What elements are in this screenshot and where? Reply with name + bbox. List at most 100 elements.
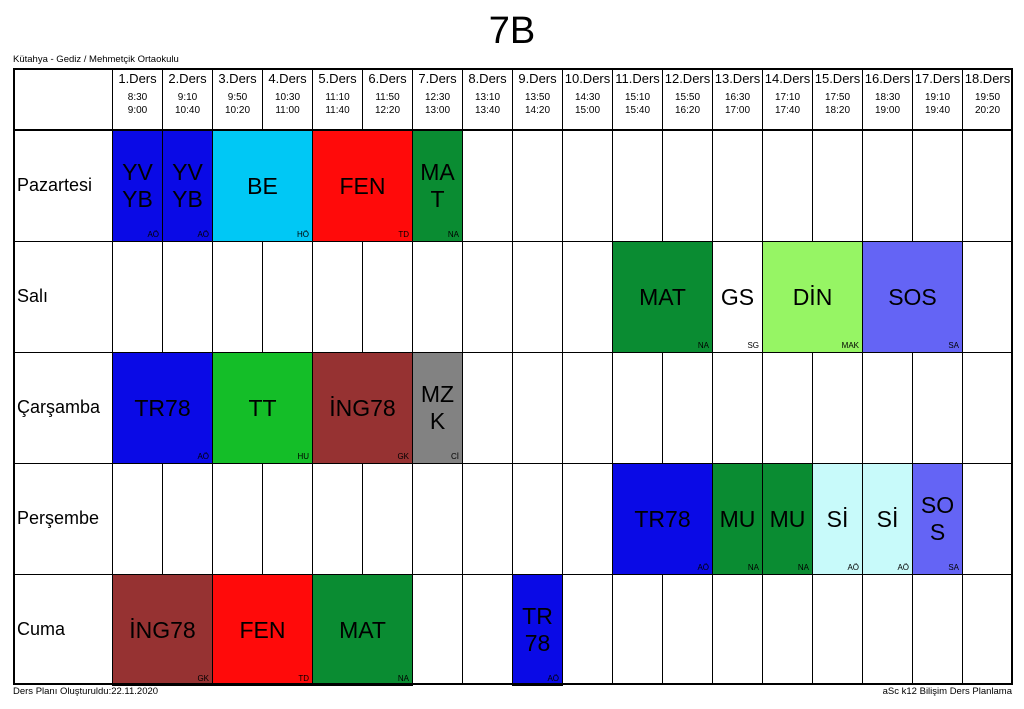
lesson-teacher: SA — [948, 563, 959, 572]
lesson-cell[interactable]: YV YB AÖ — [162, 130, 213, 242]
lesson-cell[interactable]: İNG78 GK — [312, 352, 413, 464]
period-label: 5.Ders — [318, 71, 357, 86]
day-label: Perşembe — [17, 508, 100, 528]
lesson-cell[interactable]: YV YB AÖ — [112, 130, 163, 242]
period-time: 19:10 19:40 — [913, 91, 962, 117]
period-time: 9:10 10:40 — [163, 91, 212, 117]
lesson-cell[interactable]: MZ K Cİ — [412, 352, 463, 464]
lesson-cell[interactable]: SO S SA — [912, 463, 963, 575]
created-date: Ders Planı Oluşturuldu:22.11.2020 — [13, 686, 159, 697]
period-header: 5.Ders 11:10 11:40 — [313, 68, 363, 130]
lesson-teacher: AÖ — [847, 563, 859, 572]
header-corner — [13, 68, 113, 130]
lesson-teacher: NA — [447, 230, 459, 239]
period-time: 16:30 17:00 — [713, 91, 762, 117]
period-label: 16.Ders — [864, 71, 911, 86]
period-start-time: 13:10 — [474, 92, 501, 103]
lesson-teacher: TD — [298, 674, 309, 683]
period-end-time: 11:00 — [275, 105, 300, 116]
lesson-cell[interactable]: MU NA — [762, 463, 813, 575]
period-label: 17.Ders — [914, 71, 961, 86]
lesson-subject: TR 78 — [522, 603, 553, 656]
lesson-subject: MU — [769, 505, 806, 532]
period-start-time: 19:10 — [924, 92, 951, 103]
period-label: 12.Ders — [664, 71, 711, 86]
period-header: 9.Ders 13:50 14:20 — [513, 68, 563, 130]
period-end-time: 11:40 — [325, 105, 350, 116]
lesson-cell[interactable]: SOS SA — [862, 241, 963, 353]
period-start-time: 9:10 — [177, 92, 198, 103]
period-end-time: 12:20 — [374, 105, 401, 116]
lesson-cell[interactable]: TR 78 AÖ — [512, 574, 563, 686]
lesson-teacher: HU — [297, 452, 309, 461]
period-end-time: 13:00 — [424, 105, 451, 116]
period-label: 13.Ders — [714, 71, 761, 86]
lesson-subject: İNG78 — [329, 394, 396, 421]
period-start-time: 8:30 — [127, 92, 148, 103]
period-start-time: 10:30 — [274, 92, 301, 103]
period-header: 12.Ders 15:50 16:20 — [663, 68, 713, 130]
period-header: 11.Ders 15:10 15:40 — [613, 68, 663, 130]
lesson-teacher: TD — [398, 230, 409, 239]
lesson-subject: MA T — [420, 159, 455, 212]
lesson-cell[interactable]: İNG78 GK — [112, 574, 213, 686]
lesson-subject: MZ K — [420, 381, 455, 434]
period-label: 10.Ders — [564, 71, 611, 86]
grid-row-line — [13, 352, 1013, 353]
lesson-cell[interactable]: DİN MAK — [762, 241, 863, 353]
period-time: 15:10 15:40 — [613, 91, 662, 117]
period-header: 8.Ders 13:10 13:40 — [463, 68, 513, 130]
grid-column-line — [862, 130, 863, 685]
lesson-teacher: Cİ — [451, 452, 459, 461]
lesson-cell[interactable]: Sİ AÖ — [812, 463, 863, 575]
period-time: 15:50 16:20 — [663, 91, 712, 117]
lesson-subject: İNG78 — [129, 616, 196, 643]
lesson-cell[interactable]: TT HU — [212, 352, 313, 464]
period-time: 14:30 15:00 — [563, 91, 612, 117]
grid-column-line — [812, 130, 813, 685]
period-label: 9.Ders — [518, 71, 557, 86]
lesson-subject: SOS — [888, 283, 937, 310]
period-header: 2.Ders 9:10 10:40 — [163, 68, 213, 130]
period-end-time: 9:00 — [127, 105, 148, 116]
period-label: 1.Ders — [118, 71, 157, 86]
lesson-cell[interactable]: FEN TD — [212, 574, 313, 686]
period-header: 15.Ders 17:50 18:20 — [813, 68, 863, 130]
grid-column-line — [912, 130, 913, 685]
lesson-cell[interactable]: MA T NA — [412, 130, 463, 242]
lesson-cell[interactable]: Sİ AÖ — [862, 463, 913, 575]
lesson-subject: TR78 — [634, 505, 691, 532]
lesson-teacher: AÖ — [147, 230, 159, 239]
period-end-time: 17:00 — [724, 105, 751, 116]
lesson-teacher: AÖ — [197, 452, 209, 461]
grid-column-line — [712, 130, 713, 685]
period-label: 15.Ders — [814, 71, 861, 86]
lesson-cell[interactable]: FEN TD — [312, 130, 413, 242]
period-label: 7.Ders — [418, 71, 457, 86]
lesson-cell[interactable]: MU NA — [712, 463, 763, 575]
period-header: 16.Ders 18:30 19:00 — [863, 68, 913, 130]
lesson-subject: TT — [248, 394, 277, 421]
lesson-cell[interactable]: TR78 AÖ — [612, 463, 713, 575]
lesson-subject: YV YB — [172, 159, 203, 212]
lesson-teacher: NA — [797, 563, 809, 572]
period-end-time: 17:40 — [774, 105, 801, 116]
lesson-cell[interactable]: MAT NA — [312, 574, 413, 686]
lesson-subject: DİN — [792, 283, 833, 310]
lesson-cell[interactable]: MAT NA — [612, 241, 713, 353]
lesson-teacher: NA — [397, 674, 409, 683]
lesson-cell[interactable]: GS SG — [712, 241, 763, 353]
lesson-teacher: SA — [948, 341, 959, 350]
period-header: 18.Ders 19:50 20:20 — [963, 68, 1013, 130]
grid-column-line — [662, 130, 663, 685]
period-header: 10.Ders 14:30 15:00 — [563, 68, 613, 130]
period-start-time: 11:50 — [375, 92, 400, 103]
lesson-cell[interactable]: TR78 AÖ — [112, 352, 213, 464]
lesson-cell[interactable]: BE HÖ — [212, 130, 313, 242]
period-label: 11.Ders — [615, 71, 660, 86]
lesson-subject: YV YB — [122, 159, 153, 212]
period-end-time: 18:20 — [824, 105, 851, 116]
lesson-teacher: NA — [697, 341, 709, 350]
timetable-title: 7B — [488, 10, 536, 52]
period-start-time: 13:50 — [524, 92, 551, 103]
